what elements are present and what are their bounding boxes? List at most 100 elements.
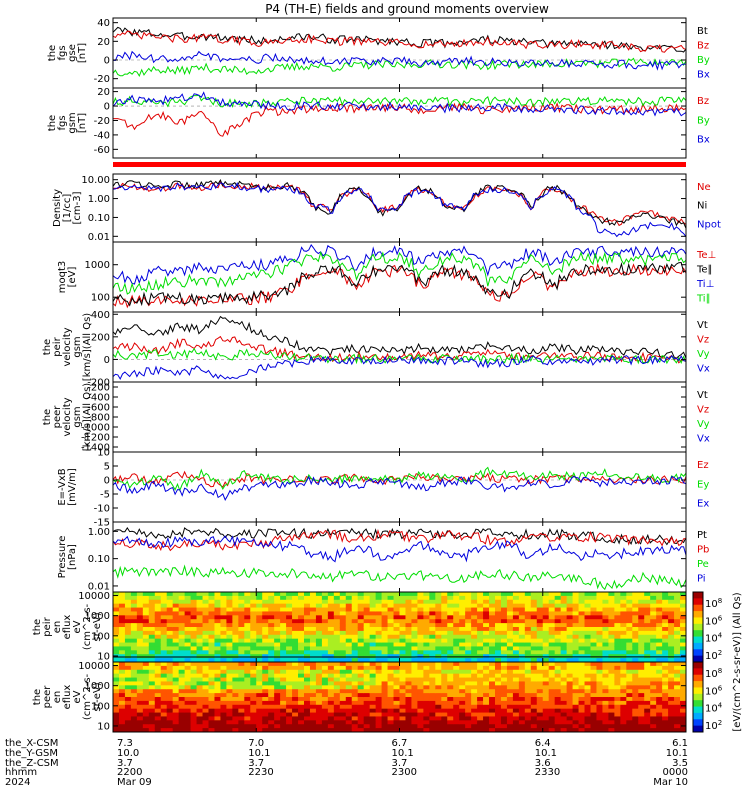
spectrogram-cell <box>447 665 454 671</box>
spectrogram-cell <box>518 728 526 733</box>
spectrogram-cell <box>650 700 657 706</box>
spectrogram-cell <box>524 708 532 714</box>
spectrogram-cell <box>489 642 496 647</box>
spectrogram-cell <box>560 658 568 663</box>
spectrogram-cell <box>190 642 198 647</box>
spectrogram-cell <box>512 646 520 651</box>
spectrogram-cell <box>220 646 227 651</box>
spectrogram-cell <box>220 654 227 659</box>
spectrogram-cell <box>357 603 365 609</box>
spectrogram-cell <box>190 630 198 636</box>
spectrogram-cell <box>298 646 305 651</box>
spectrogram-cell <box>321 634 329 640</box>
spectrogram-cell <box>315 646 323 651</box>
spectrogram-cell <box>584 669 591 675</box>
spectrogram-cell <box>142 685 150 690</box>
spectrogram-cell <box>429 615 436 620</box>
spectrogram-cell <box>518 646 526 651</box>
spectrogram-cell <box>500 693 508 698</box>
spectrogram-cell <box>512 642 520 647</box>
spectrogram-cell <box>351 603 359 609</box>
spectrogram-cell <box>477 611 484 616</box>
spectrogram-cell <box>489 592 496 597</box>
spectrogram-cell <box>459 658 466 663</box>
spectrogram-cell <box>596 619 603 624</box>
spectrogram-cell <box>268 662 275 667</box>
spectrogram-cell <box>333 662 341 667</box>
spectrogram-cell <box>477 634 484 640</box>
spectrogram-cell <box>542 627 550 632</box>
spectrogram-cell <box>542 700 550 706</box>
spectrogram-cell <box>506 704 514 710</box>
spectrogram-cell <box>506 603 514 609</box>
y-tick-label: -400 <box>87 393 110 404</box>
spectrogram-cell <box>298 650 305 655</box>
spectrogram-cell <box>113 615 120 620</box>
spectrogram-cell <box>668 595 675 601</box>
ephemeris-value: 3.7 <box>117 758 133 769</box>
spectrogram-cell <box>405 615 412 620</box>
spectrogram-cell <box>184 685 192 690</box>
spectrogram-cell <box>315 658 323 663</box>
spectrogram-cell <box>166 720 174 725</box>
spectrogram-cell <box>113 708 120 714</box>
spectrogram-cell <box>250 685 257 690</box>
spectrogram-cell <box>190 662 198 667</box>
spectrogram-cell <box>262 677 269 682</box>
spectrogram-cell <box>190 677 198 682</box>
spectrogram-cell <box>369 728 377 733</box>
spectrogram-cell <box>560 673 568 679</box>
spectrogram-cell <box>190 592 198 597</box>
spectrogram-cell <box>405 619 412 624</box>
spectrogram-cell <box>411 662 418 667</box>
spectrogram-cell <box>423 592 430 597</box>
spectrogram-cell <box>524 619 532 624</box>
spectrogram-cell <box>160 716 168 721</box>
spectrogram-cell <box>286 704 293 710</box>
spectrogram-cell <box>590 611 597 616</box>
spectrogram-cell <box>232 623 239 628</box>
spectrogram-cell <box>465 619 472 624</box>
spectrogram-cell <box>435 658 442 663</box>
spectrogram-cell <box>148 642 156 647</box>
spectrogram-cell <box>172 638 180 644</box>
spectrogram-cell <box>315 681 323 686</box>
spectrogram-cell <box>345 708 353 714</box>
spectrogram-cell <box>202 716 209 721</box>
spectrogram-cell <box>626 712 633 717</box>
spectrogram-cell <box>542 662 550 667</box>
spectrogram-cell <box>554 677 562 682</box>
spectrogram-cell <box>375 607 383 612</box>
spectrogram-cell <box>417 700 424 706</box>
spectrogram-cell <box>530 685 538 690</box>
spectrogram-cell <box>136 654 144 659</box>
spectrogram-cell <box>632 681 639 686</box>
spectrogram-cell <box>220 724 227 729</box>
spectrogram-cell <box>650 724 657 729</box>
spectrogram-cell <box>644 662 651 667</box>
spectrogram-cell <box>518 704 526 710</box>
spectrogram-cell <box>489 665 496 671</box>
spectrogram-cell <box>166 619 174 624</box>
spectrogram-cell <box>292 646 299 651</box>
spectrogram-cell <box>572 681 580 686</box>
spectrogram-cell <box>614 627 621 632</box>
spectrogram-cell <box>184 627 192 632</box>
spectrogram-cell <box>321 627 329 632</box>
colorbar-tick-label: 102 <box>705 649 722 662</box>
spectrogram-cell <box>608 646 615 651</box>
spectrogram-cell <box>590 662 597 667</box>
spectrogram-cell <box>387 646 395 651</box>
spectrogram-cell <box>614 619 621 624</box>
spectrogram-cell <box>548 704 556 710</box>
series-line-peir_velocity-0 <box>112 315 687 359</box>
spectrogram-cell <box>208 708 215 714</box>
spectrogram-cell <box>172 627 180 632</box>
y-tick-label: 1.00 <box>88 194 110 205</box>
spectrogram-cell <box>608 693 615 698</box>
spectrogram-cell <box>411 665 418 671</box>
spectrogram-cell <box>536 697 544 702</box>
spectrogram-cell <box>584 665 591 671</box>
spectrogram-cell <box>620 665 627 671</box>
